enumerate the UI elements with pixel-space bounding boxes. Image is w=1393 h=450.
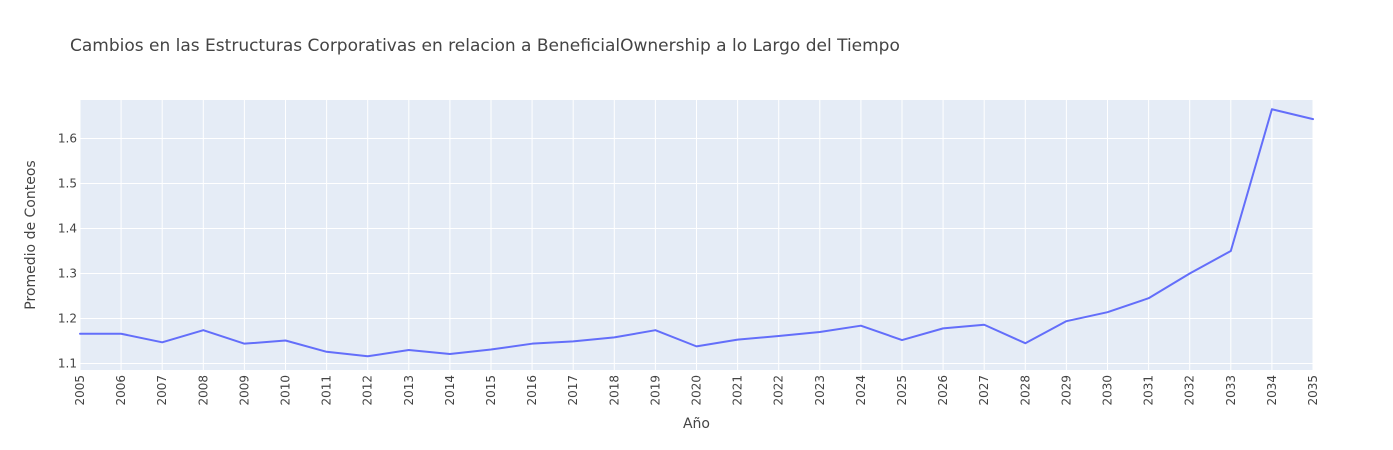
x-tick-label: 2006: [114, 375, 128, 406]
y-tick-label: 1.4: [58, 221, 77, 235]
series-line: [79, 108, 1314, 358]
x-tick-label: 2026: [936, 375, 950, 406]
x-tick-labels: 2005 2006 2007 2008 2009 2010 2011 2012 2013 2014…: [73, 375, 1320, 406]
x-tick-label: 2024: [854, 375, 868, 406]
x-tick-label: 2032: [1183, 375, 1197, 406]
y-tick-labels: 1.1 1.2 1.3 1.4 1.5 1.6: [58, 131, 77, 370]
x-tick-label: 2033: [1224, 375, 1238, 406]
x-tick-label: 2025: [895, 375, 909, 406]
x-tick-label: 2018: [607, 375, 621, 406]
x-tick-label: 2013: [402, 375, 416, 406]
x-tick-label: 2023: [813, 375, 827, 406]
y-tick-label: 1.6: [58, 131, 77, 145]
x-axis-title: Año: [683, 416, 710, 432]
x-tick-label: 2015: [484, 375, 498, 406]
x-tick-label: 2030: [1101, 375, 1115, 406]
x-tick-label: 2017: [566, 375, 580, 406]
x-tick-label: 2010: [279, 375, 293, 406]
x-tick-label: 2009: [237, 375, 251, 406]
x-tick-label: 2008: [196, 375, 210, 406]
x-tick-label: 2035: [1306, 375, 1320, 406]
y-gridlines: [80, 137, 1313, 364]
x-tick-label: 2005: [73, 375, 87, 406]
x-tick-label: 2016: [525, 375, 539, 406]
x-tick-label: 2022: [772, 375, 786, 406]
x-tick-label: 2021: [731, 375, 745, 406]
y-tick-label: 1.2: [58, 311, 77, 325]
x-tick-label: 2028: [1018, 375, 1032, 406]
x-tick-label: 2027: [977, 375, 991, 406]
x-tick-label: 2020: [690, 375, 704, 406]
x-tick-label: 2031: [1142, 375, 1156, 406]
x-tick-label: 2007: [155, 375, 169, 406]
series-layer: [79, 108, 1314, 358]
x-tick-label: 2019: [648, 375, 662, 406]
y-tick-label: 1.5: [58, 176, 77, 190]
x-tick-label: 2029: [1059, 375, 1073, 406]
y-tick-label: 1.3: [58, 266, 77, 280]
x-tick-label: 2012: [361, 375, 375, 406]
x-tick-label: 2014: [443, 375, 457, 406]
x-tick-label: 2034: [1265, 375, 1279, 406]
chart-title: Cambios en las Estructuras Corporativas …: [70, 36, 900, 56]
y-tick-label: 1.1: [58, 356, 77, 370]
x-tick-label: 2011: [320, 375, 334, 406]
y-axis-title: Promedio de Conteos: [23, 160, 39, 309]
